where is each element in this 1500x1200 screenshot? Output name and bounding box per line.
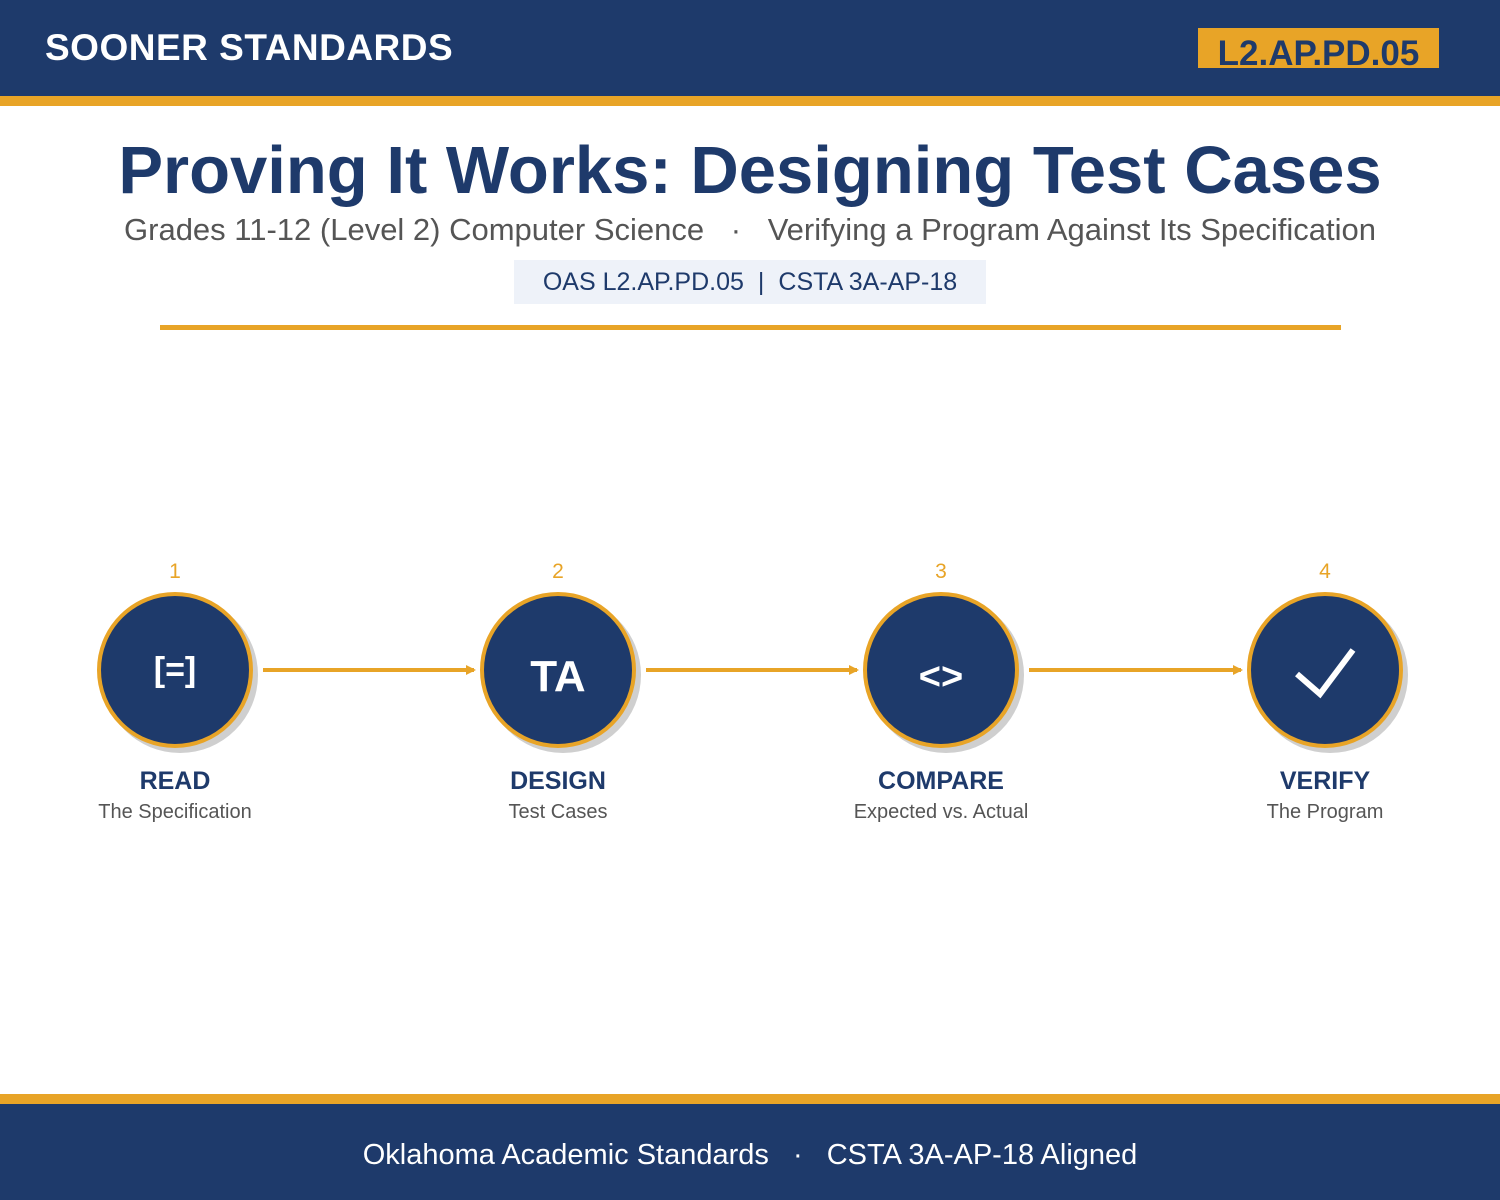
checkmark-icon: [1295, 648, 1356, 699]
test-case-icon: TA: [530, 652, 586, 701]
header-accent-stripe: [0, 96, 1500, 106]
step-number: 2: [552, 560, 564, 583]
footer-right: CSTA 3A-AP-18 Aligned: [826, 1139, 1138, 1171]
step-number: 4: [1319, 560, 1331, 583]
step-title: VERIFY: [1279, 767, 1371, 795]
step-number: 1: [169, 560, 181, 583]
standards-badge: OAS L2.AP.PD.05 | CSTA 3A-AP-18: [514, 260, 986, 304]
page-title: Proving It Works: Designing Test Cases: [118, 133, 1382, 208]
page-subtitle: Grades 11-12 (Level 2) Computer Science …: [0, 212, 1500, 248]
subtitle-topic: Verifying a Program Against Its Specific…: [767, 212, 1376, 247]
step-circle-verify: [1247, 592, 1403, 748]
standards-divider: |: [757, 267, 765, 296]
footer-accent-stripe: [0, 1094, 1500, 1104]
compare-icon: <>: [918, 656, 964, 698]
specification-icon: [=]: [153, 651, 197, 689]
step-subtitle: The Specification: [98, 801, 252, 823]
step-circle-read: [97, 592, 253, 748]
footer-text: Oklahoma Academic Standards · CSTA 3A-AP…: [0, 1139, 1500, 1172]
step-subtitle: Test Cases: [508, 801, 608, 823]
step-circle-compare: [863, 592, 1019, 748]
footer-bar: [0, 1104, 1500, 1200]
footer-left: Oklahoma Academic Standards: [362, 1139, 769, 1171]
step-number: 3: [935, 560, 947, 583]
step-title: DESIGN: [510, 767, 606, 795]
subtitle-separator: ·: [730, 212, 742, 247]
standard-oas: OAS L2.AP.PD.05: [542, 267, 744, 296]
step-title: READ: [139, 767, 211, 795]
standard-csta: CSTA 3A-AP-18: [778, 267, 958, 296]
title-divider-rule: [160, 325, 1341, 330]
step-subtitle: Expected vs. Actual: [853, 801, 1029, 823]
standard-code-badge: L2.AP.PD.05: [1198, 28, 1439, 68]
subtitle-grade: Grades 11-12 (Level 2) Computer Science: [124, 212, 705, 247]
footer-separator: ·: [792, 1139, 803, 1171]
step-subtitle: The Program: [1266, 801, 1384, 823]
step-title: COMPARE: [878, 767, 1004, 795]
standard-code-text: L2.AP.PD.05: [1217, 34, 1420, 68]
step-circle-design: [480, 592, 636, 748]
brand-name: SOONER STANDARDS: [45, 27, 454, 68]
